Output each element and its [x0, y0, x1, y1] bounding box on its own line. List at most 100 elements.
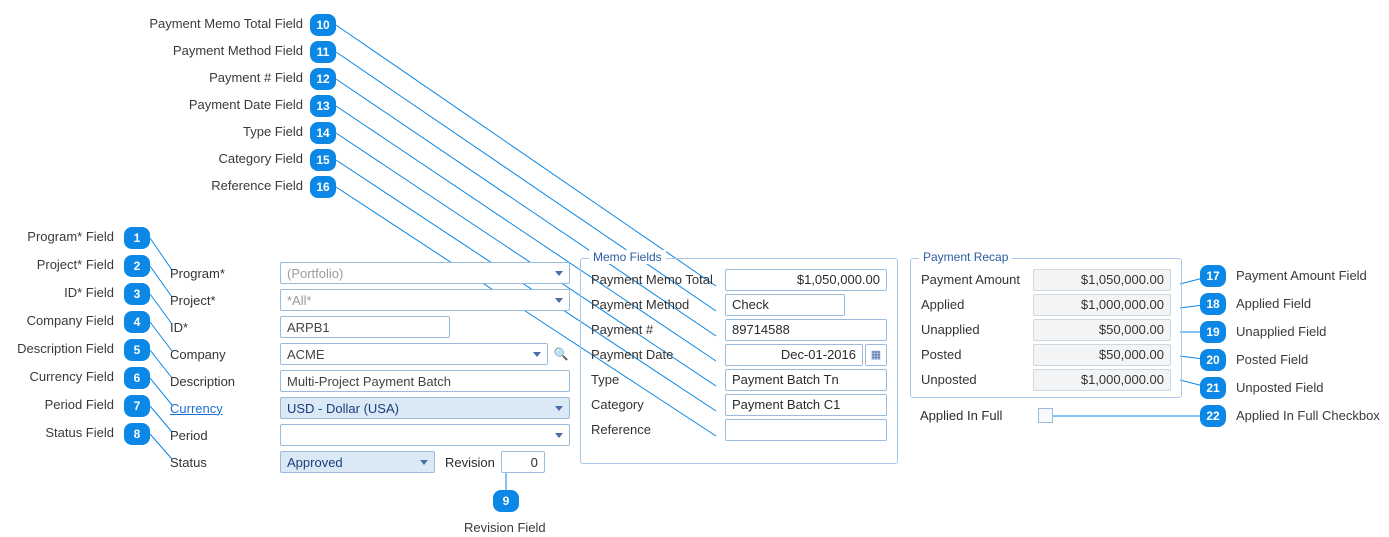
memo-type-value: Payment Batch Tn	[732, 372, 839, 387]
project-value: *All*	[287, 293, 312, 308]
description-input[interactable]: Multi-Project Payment Batch	[280, 370, 570, 392]
company-select[interactable]: ACME	[280, 343, 548, 365]
callout-label-7: Period Field	[8, 397, 114, 412]
memo-type-label: Type	[591, 372, 719, 387]
callout-badge-1: 1	[124, 227, 150, 249]
callout-label-21: Unposted Field	[1236, 380, 1323, 395]
search-icon: 🔍	[554, 347, 569, 361]
callout-label-15: Category Field	[123, 151, 303, 166]
recap-amount-value: $1,050,000.00	[1033, 269, 1171, 291]
memo-type-select[interactable]: Payment Batch Tn	[725, 369, 887, 391]
memo-category-select[interactable]: Payment Batch C1	[725, 394, 887, 416]
memo-legend: Memo Fields	[589, 250, 666, 264]
callout-badge-18: 18	[1200, 293, 1226, 315]
memo-total-input[interactable]: $1,050,000.00	[725, 269, 887, 291]
callout-badge-2: 2	[124, 255, 150, 277]
chevron-down-icon	[555, 433, 563, 438]
callout-badge-11: 11	[310, 41, 336, 63]
currency-value: USD - Dollar (USA)	[287, 401, 399, 416]
recap-posted-label: Posted	[921, 347, 1027, 362]
currency-select[interactable]: USD - Dollar (USA)	[280, 397, 570, 419]
recap-applied-value: $1,000,000.00	[1033, 294, 1171, 316]
revision-label: Revision	[445, 455, 495, 470]
program-select[interactable]: (Portfolio)	[280, 262, 570, 284]
callout-badge-15: 15	[310, 149, 336, 171]
program-value: (Portfolio)	[287, 266, 343, 281]
memo-category-value: Payment Batch C1	[732, 397, 840, 412]
callout-badge-21: 21	[1200, 377, 1226, 399]
memo-number-input[interactable]: 89714588	[725, 319, 887, 341]
callout-label-11: Payment Method Field	[123, 43, 303, 58]
status-select[interactable]: Approved	[280, 451, 435, 473]
callout-badge-20: 20	[1200, 349, 1226, 371]
period-label: Period	[170, 428, 280, 443]
memo-reference-label: Reference	[591, 422, 719, 437]
callout-label-4: Company Field	[8, 313, 114, 328]
callout-badge-17: 17	[1200, 265, 1226, 287]
callout-badge-14: 14	[310, 122, 336, 144]
project-select[interactable]: *All*	[280, 289, 570, 311]
callout-label-14: Type Field	[123, 124, 303, 139]
chevron-down-icon	[555, 406, 563, 411]
chevron-down-icon	[555, 271, 563, 276]
callout-badge-13: 13	[310, 95, 336, 117]
project-label: Project*	[170, 293, 280, 308]
callout-label-2: Project* Field	[8, 257, 114, 272]
callout-badge-8: 8	[124, 423, 150, 445]
description-label: Description	[170, 374, 280, 389]
program-label: Program*	[170, 266, 280, 281]
callout-badge-4: 4	[124, 311, 150, 333]
callout-badge-12: 12	[310, 68, 336, 90]
recap-unapplied-value: $50,000.00	[1033, 319, 1171, 341]
callout-badge-9: 9	[493, 490, 519, 512]
main-form: Program* (Portfolio) Project* *All* ID* …	[170, 260, 570, 476]
applied-in-full-checkbox[interactable]	[1038, 408, 1053, 423]
status-value: Approved	[287, 455, 343, 470]
recap-unapplied-label: Unapplied	[921, 322, 1027, 337]
recap-applied-label: Applied	[921, 297, 1027, 312]
memo-number-label: Payment #	[591, 322, 719, 337]
callout-badge-22: 22	[1200, 405, 1226, 427]
calendar-button[interactable]: ▦	[865, 344, 887, 366]
memo-fieldset: Memo Fields Payment Memo Total $1,050,00…	[580, 258, 898, 464]
callout-label-20: Posted Field	[1236, 352, 1308, 367]
callout-badge-6: 6	[124, 367, 150, 389]
revision-input[interactable]: 0	[501, 451, 545, 473]
chevron-down-icon	[420, 460, 428, 465]
memo-date-input[interactable]: Dec-01-2016	[725, 344, 863, 366]
callout-badge-5: 5	[124, 339, 150, 361]
callout-label-13: Payment Date Field	[123, 97, 303, 112]
callout-label-8: Status Field	[8, 425, 114, 440]
company-label: Company	[170, 347, 280, 362]
currency-label: Currency	[170, 401, 280, 416]
callout-label-9: Revision Field	[464, 520, 546, 535]
applied-in-full-label: Applied In Full	[920, 408, 1002, 423]
callout-label-6: Currency Field	[8, 369, 114, 384]
memo-date-label: Payment Date	[591, 347, 719, 362]
callout-label-3: ID* Field	[8, 285, 114, 300]
callout-label-1: Program* Field	[8, 229, 114, 244]
callout-label-17: Payment Amount Field	[1236, 268, 1367, 283]
callout-label-10: Payment Memo Total Field	[123, 16, 303, 31]
recap-fieldset: Payment Recap Payment Amount $1,050,000.…	[910, 258, 1182, 398]
callout-label-16: Reference Field	[123, 178, 303, 193]
callout-badge-19: 19	[1200, 321, 1226, 343]
memo-method-label: Payment Method	[591, 297, 719, 312]
callout-label-5: Description Field	[8, 341, 114, 356]
company-value: ACME	[287, 347, 325, 362]
memo-method-select[interactable]: Check	[725, 294, 845, 316]
memo-total-label: Payment Memo Total	[591, 272, 719, 287]
callout-label-18: Applied Field	[1236, 296, 1311, 311]
period-select[interactable]	[280, 424, 570, 446]
memo-reference-input[interactable]	[725, 419, 887, 441]
currency-link[interactable]: Currency	[170, 401, 223, 416]
applied-in-full-row: Applied In Full	[920, 408, 1053, 423]
callout-badge-7: 7	[124, 395, 150, 417]
company-search-button[interactable]: 🔍	[552, 345, 570, 363]
callout-badge-3: 3	[124, 283, 150, 305]
recap-posted-value: $50,000.00	[1033, 344, 1171, 366]
id-input[interactable]: ARPB1	[280, 316, 450, 338]
chevron-down-icon	[555, 298, 563, 303]
status-label: Status	[170, 455, 280, 470]
memo-method-value: Check	[732, 297, 769, 312]
